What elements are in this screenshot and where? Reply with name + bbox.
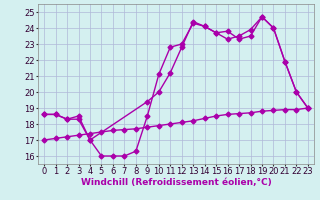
X-axis label: Windchill (Refroidissement éolien,°C): Windchill (Refroidissement éolien,°C) bbox=[81, 178, 271, 187]
